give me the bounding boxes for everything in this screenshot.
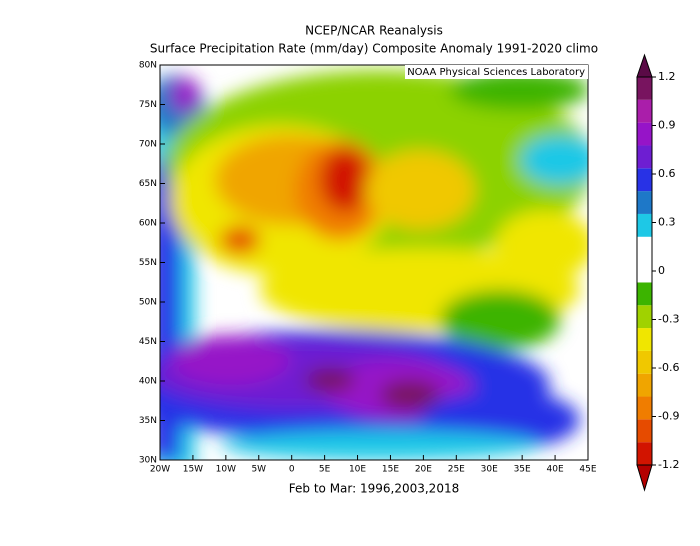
- x-tick-label: 0: [289, 465, 295, 475]
- x-tick-label: 25E: [448, 465, 465, 475]
- colorbar-bin: [637, 442, 652, 465]
- y-tick-label: 60N: [139, 219, 157, 229]
- title: NCEP/NCAR Reanalysis: [305, 24, 443, 38]
- x-tick-label: 20E: [415, 465, 432, 475]
- x-tick-label: 5E: [319, 465, 331, 475]
- colorbar-bin: [637, 77, 652, 100]
- x-tick-label: 30E: [481, 465, 498, 475]
- colorbar-bin: [637, 168, 652, 192]
- y-tick-label: 80N: [139, 61, 157, 71]
- y-tick-label: 40N: [139, 377, 157, 387]
- x-tick-label: 45E: [579, 465, 596, 475]
- colorbar-label: 0.9: [658, 119, 676, 132]
- colorbar-bin: [637, 122, 652, 146]
- x-tick-label: 20W: [150, 465, 170, 475]
- anomaly-field: [160, 65, 588, 460]
- colorbar-bin: [637, 305, 652, 329]
- credit-box: [405, 65, 588, 79]
- y-tick-label: 65N: [139, 179, 157, 189]
- colorbar-label: -0.3: [658, 313, 679, 326]
- colorbar-label: 0.6: [658, 167, 676, 180]
- y-tick-label: 35N: [139, 416, 157, 426]
- x-tick-label: 35E: [514, 465, 531, 475]
- footer: Feb to Mar: 1996,2003,2018: [289, 482, 459, 496]
- subtitle: Surface Precipitation Rate (mm/day) Comp…: [150, 42, 598, 56]
- y-tick-label: 45N: [139, 337, 157, 347]
- x-tick-label: 15E: [382, 465, 399, 475]
- colorbar-label: 0: [658, 264, 665, 277]
- x-tick-label: 5W: [251, 465, 266, 475]
- colorbar-bin: [637, 373, 652, 397]
- colorbar-arrow: [636, 464, 653, 492]
- credit: NOAA Physical Sciences Laboratory: [407, 67, 585, 78]
- colorbar-bin: [637, 259, 652, 283]
- colorbar-label: -0.6: [658, 361, 679, 374]
- colorbar-label: 0.3: [658, 216, 676, 229]
- colorbar-label: -0.9: [658, 410, 679, 423]
- colorbar-label: 1.2: [658, 70, 676, 83]
- colorbar-bin: [637, 419, 652, 443]
- colorbar-bin: [637, 236, 652, 260]
- x-tick-label: 15W: [183, 465, 203, 475]
- colorbar-bin: [637, 328, 652, 351]
- y-tick-label: 55N: [139, 258, 157, 268]
- y-tick-label: 30N: [139, 456, 157, 466]
- x-tick-label: 40E: [547, 465, 564, 475]
- colorbar-bin: [637, 145, 652, 169]
- colorbar-arrow: [636, 53, 653, 78]
- x-tick-label: 10E: [349, 465, 366, 475]
- colorbar-bin: [637, 191, 652, 214]
- colorbar-bin: [637, 99, 652, 123]
- colorbar-label: -1.2: [658, 458, 679, 471]
- colorbar-bin: [637, 213, 652, 237]
- y-tick-label: 70N: [139, 140, 157, 150]
- y-tick-label: 75N: [139, 100, 157, 110]
- colorbar-bin: [637, 350, 652, 374]
- x-tick-label: 10W: [216, 465, 236, 475]
- colorbar-bin: [637, 282, 652, 306]
- y-tick-label: 50N: [139, 298, 157, 308]
- colorbar-bin: [637, 396, 652, 420]
